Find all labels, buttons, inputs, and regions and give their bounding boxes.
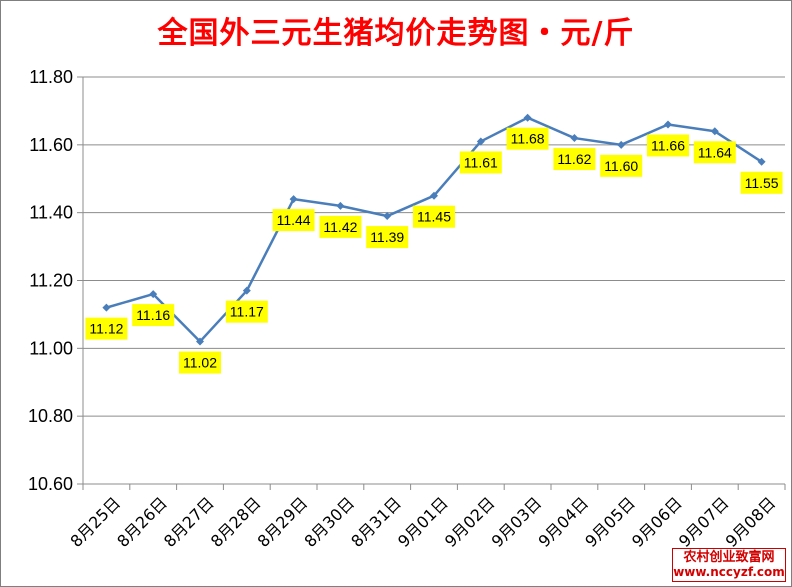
data-label: 11.02	[179, 351, 221, 374]
data-label-text: 11.64	[698, 144, 732, 160]
data-label-box	[366, 226, 409, 249]
data-point	[617, 140, 626, 149]
grid-lines	[83, 76, 785, 417]
data-label-box	[85, 317, 128, 340]
data-label: 11.45	[413, 205, 455, 228]
watermark-site-name: 农村创业致富网	[683, 550, 775, 565]
x-tick-label: 9月05日	[581, 493, 639, 551]
x-tick-label: 8月25日	[66, 493, 124, 551]
data-label: 11.64	[693, 141, 736, 164]
data-label: 11.39	[366, 226, 409, 249]
data-label-box	[132, 304, 175, 327]
data-point	[476, 137, 485, 146]
data-label-box	[693, 141, 736, 164]
watermark-url: www.nccyzf.com	[673, 565, 785, 579]
data-label-box	[553, 148, 596, 171]
price-series	[102, 113, 766, 346]
data-label-text: 11.42	[323, 219, 357, 235]
data-label: 11.42	[319, 215, 362, 238]
data-label-text: 11.68	[511, 131, 545, 147]
data-point	[383, 212, 392, 221]
data-point	[196, 337, 204, 346]
data-label: 11.55	[740, 171, 783, 194]
data-point	[149, 290, 158, 299]
data-label: 11.12	[85, 317, 128, 340]
data-label-box	[506, 127, 549, 150]
data-label-box	[459, 151, 502, 174]
data-point	[757, 157, 766, 166]
data-point	[336, 201, 345, 210]
data-point	[664, 120, 672, 129]
x-tick-label: 9月04日	[534, 493, 592, 551]
data-label-text: 11.17	[230, 304, 264, 320]
x-tick-label: 8月27日	[160, 493, 218, 551]
x-tick-label: 8月31日	[347, 493, 405, 551]
x-tick-label: 9月06日	[628, 493, 686, 551]
data-label: 11.16	[132, 304, 175, 327]
chart-title: 全国外三元生猪均价走势图・元/斤	[157, 16, 635, 51]
x-tick-label: 8月28日	[207, 493, 265, 551]
x-tick-label: 8月30日	[300, 493, 358, 551]
data-labels: 11.12 11.16 11.02 11.17 11.44 11.42 11.39 11.45…	[85, 127, 783, 374]
data-label-text: 11.02	[183, 355, 217, 371]
data-label-text: 11.16	[136, 307, 170, 323]
data-point	[102, 303, 111, 312]
x-tick-label: 8月26日	[113, 493, 171, 551]
y-tick-label: 10.80	[28, 406, 73, 426]
y-tick-label: 11.00	[29, 338, 73, 358]
y-tick-label: 11.80	[29, 67, 73, 87]
data-label: 11.44	[272, 209, 315, 232]
data-point	[242, 286, 251, 295]
y-tick-label: 11.60	[29, 135, 73, 155]
data-point	[289, 195, 298, 204]
x-tick-label: 9月03日	[488, 493, 546, 551]
data-label: 11.60	[600, 154, 643, 177]
y-tick-labels: 10.60 10.80 11.00 11.20 11.40 11.60 11.80	[28, 67, 73, 494]
data-label-box	[319, 215, 362, 238]
data-label: 11.66	[647, 134, 689, 157]
data-point	[570, 134, 579, 143]
x-tick-label: 8月29日	[254, 493, 312, 551]
data-label-text: 11.12	[89, 321, 123, 337]
x-tick-labels: 8月25日8月26日8月27日8月28日8月29日8月30日8月31日9月01日…	[66, 493, 779, 551]
data-label: 11.61	[459, 151, 502, 174]
data-point	[523, 113, 532, 122]
data-label-box	[272, 209, 315, 232]
data-label: 11.62	[553, 148, 596, 171]
data-label-text: 11.55	[745, 175, 779, 191]
y-tick-label: 10.60	[28, 474, 73, 494]
y-tick-label: 11.40	[29, 203, 73, 223]
data-label-box	[647, 134, 689, 157]
watermark-logo: 农村创业致富网 www.nccyzf.com	[672, 548, 786, 582]
data-label-text: 11.39	[370, 229, 404, 245]
x-tick-label: 9月02日	[441, 493, 499, 551]
data-label-text: 11.66	[651, 137, 685, 153]
data-label-text: 11.44	[277, 212, 311, 228]
data-label-text: 11.45	[417, 209, 451, 225]
data-point	[430, 191, 438, 200]
x-tick-label: 9月01日	[394, 493, 452, 551]
data-label-text: 11.62	[557, 151, 591, 167]
data-label-text: 11.60	[604, 158, 638, 174]
data-label: 11.17	[225, 300, 268, 323]
data-label-box	[600, 154, 643, 177]
axes	[77, 76, 786, 490]
data-label-box	[225, 300, 268, 323]
data-label: 11.68	[506, 127, 549, 150]
y-tick-label: 11.20	[29, 271, 73, 291]
data-label-box	[413, 205, 455, 228]
x-tick-label: 9月07日	[675, 493, 733, 551]
data-label-box	[179, 351, 221, 374]
data-point	[710, 127, 719, 136]
data-label-box	[740, 171, 783, 194]
data-label-text: 11.61	[464, 154, 498, 170]
x-tick-label: 9月08日	[722, 493, 780, 551]
